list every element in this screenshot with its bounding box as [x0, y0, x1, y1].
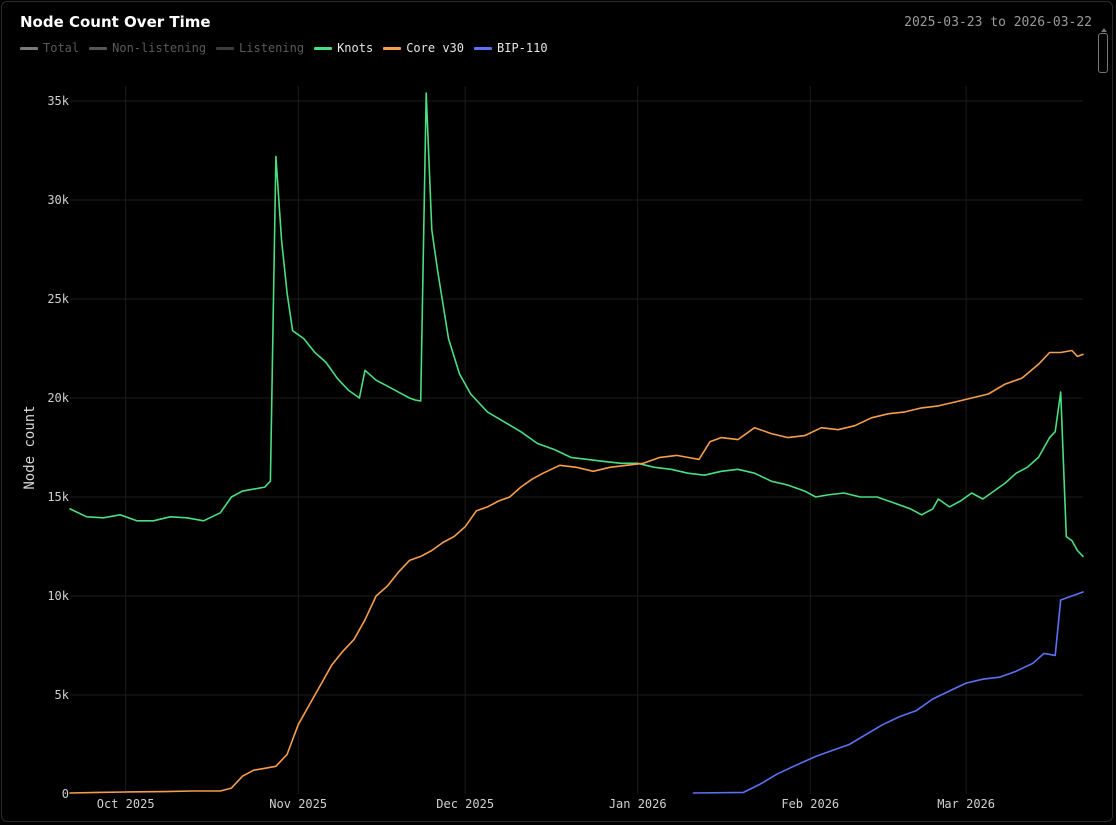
y-tick-label: 10k — [47, 589, 69, 603]
x-tick-label: Mar 2026 — [937, 797, 995, 811]
chart-title: Node Count Over Time — [20, 13, 211, 31]
legend-swatch — [89, 46, 108, 50]
y-tick-label: 30k — [47, 193, 69, 207]
x-tick-label: Oct 2025 — [97, 797, 155, 811]
series-line-core-v30 — [69, 349, 1084, 794]
legend-label: Knots — [337, 41, 374, 55]
legend-label: Non-listening — [112, 41, 207, 55]
x-tick-label: Feb 2026 — [781, 797, 839, 811]
legend-label: Listening — [239, 41, 305, 55]
axes: 0 5k 10k 15k 20k 25k 30k 35k Oct 2025 Nov 2025 Dec… — [22, 94, 995, 811]
legend-swatch — [314, 46, 333, 50]
legend-swatch — [383, 46, 402, 50]
legend-label: Total — [43, 41, 80, 55]
legend-scrollbar[interactable] — [1098, 28, 1108, 73]
x-tick-label: Jan 2026 — [609, 797, 667, 811]
legend-swatch — [20, 46, 38, 50]
y-axis-label: Node count — [22, 405, 38, 489]
y-tick-label: 5k — [55, 688, 70, 702]
y-tick-label: 15k — [47, 490, 69, 504]
legend: Total Non-listening Listening Knots Core v30… — [20, 41, 548, 55]
date-range-label: 2025-03-23 to 2026-03-22 — [904, 15, 1092, 30]
legend-item-total[interactable]: Total — [20, 41, 79, 55]
legend-item-non-listening[interactable]: Non-listening — [89, 41, 206, 55]
legend-swatch — [216, 46, 235, 50]
y-tick-label: 25k — [47, 292, 69, 306]
legend-item-knots[interactable]: Knots — [314, 41, 373, 55]
series-line-bip-110 — [692, 591, 1084, 794]
legend-label: Core v30 — [406, 41, 464, 55]
legend-label: BIP-110 — [497, 41, 548, 55]
legend-item-listening[interactable]: Listening — [216, 41, 304, 55]
grid — [70, 86, 1083, 794]
legend-item-bip-110[interactable]: BIP-110 — [474, 41, 548, 55]
legend-item-core-v30[interactable]: Core v30 — [383, 41, 464, 55]
y-tick-label: 35k — [47, 94, 69, 108]
series-line-knots — [69, 92, 1084, 558]
series-lines — [69, 92, 1084, 794]
legend-swatch — [474, 46, 492, 50]
y-tick-label: 0 — [62, 787, 69, 801]
x-tick-label: Nov 2025 — [269, 797, 327, 811]
x-tick-label: Dec 2025 — [436, 797, 494, 811]
y-tick-label: 20k — [47, 391, 69, 405]
